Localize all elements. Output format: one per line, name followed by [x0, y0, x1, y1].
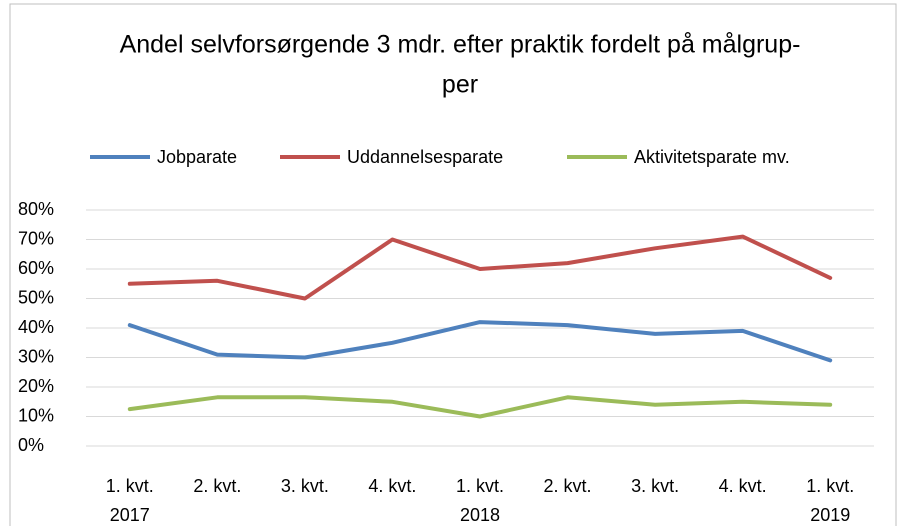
- x-tick-label: 1. kvt.: [806, 476, 854, 496]
- x-tick-label: 1. kvt.: [106, 476, 154, 496]
- legend-label: Jobparate: [157, 147, 237, 167]
- chart-title: Andel selvforsørgende 3 mdr. efter prakt…: [120, 31, 801, 59]
- x-tick-label: 1. kvt.: [456, 476, 504, 496]
- chart-title: per: [442, 71, 478, 99]
- x-tick-label: 3. kvt.: [631, 476, 679, 496]
- series-line: [127, 320, 833, 363]
- x-tick-label: 2017: [110, 505, 150, 525]
- y-tick-label: 10%: [18, 405, 54, 425]
- x-tick-label: 3. kvt.: [281, 476, 329, 496]
- y-tick-label: 0%: [18, 435, 44, 455]
- y-tick-label: 70%: [18, 228, 54, 248]
- x-tick-label: 2. kvt.: [544, 476, 592, 496]
- y-tick-label: 20%: [18, 376, 54, 396]
- series-line: [127, 234, 833, 301]
- y-tick-label: 60%: [18, 258, 54, 278]
- y-tick-label: 50%: [18, 287, 54, 307]
- y-tick-label: 40%: [18, 317, 54, 337]
- x-tick-label: 2. kvt.: [193, 476, 241, 496]
- legend-label: Aktivitetsparate mv.: [634, 147, 790, 167]
- y-tick-label: 30%: [18, 346, 54, 366]
- chart-border: [9, 3, 897, 526]
- x-tick-label: 2019: [810, 505, 850, 525]
- y-tick-label: 80%: [18, 199, 54, 219]
- series-line: [127, 395, 833, 419]
- x-tick-label: 4. kvt.: [368, 476, 416, 496]
- x-tick-label: 2018: [460, 505, 500, 525]
- legend-label: Uddannelsesparate: [347, 147, 503, 167]
- x-tick-label: 4. kvt.: [719, 476, 767, 496]
